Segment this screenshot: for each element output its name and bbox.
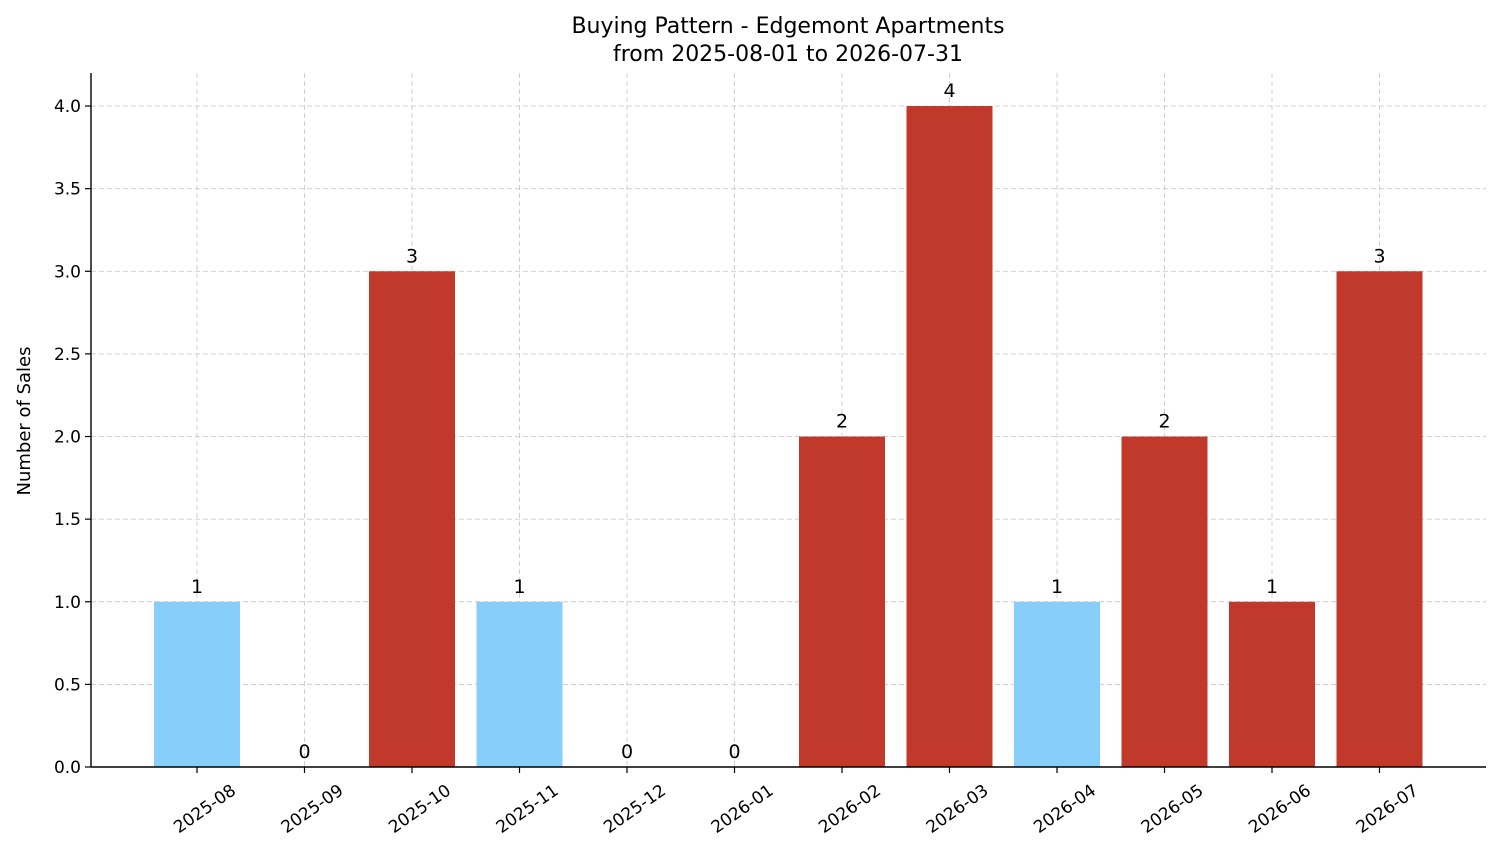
bar-2025-10: [369, 271, 455, 767]
x-tick-label: 2025-10: [385, 781, 455, 838]
bar-2025-08: [154, 601, 240, 767]
data-label: 1: [1051, 576, 1063, 598]
x-tick-label: 2025-08: [170, 781, 240, 838]
y-tick-label: 0.5: [54, 675, 81, 695]
data-label: 1: [513, 576, 525, 598]
data-label: 4: [943, 80, 955, 102]
x-tick-label: 2025-11: [493, 781, 563, 838]
data-label: 0: [298, 741, 310, 763]
bars-layer: [154, 106, 1423, 768]
data-label: 3: [1373, 245, 1385, 267]
grid-layer: [91, 73, 1486, 768]
y-tick-label: 0.0: [54, 758, 81, 778]
x-tick-label: 2026-07: [1353, 781, 1423, 838]
data-label: 1: [191, 576, 203, 598]
chart-subtitle: from 2025-08-01 to 2026-07-31: [613, 42, 963, 67]
x-tick-label: 2025-09: [278, 781, 348, 838]
x-tick-label: 2026-06: [1245, 781, 1315, 838]
x-tick-label: 2026-01: [708, 781, 778, 838]
y-tick-label: 3.5: [54, 180, 81, 200]
y-tick-label: 1.0: [54, 593, 81, 613]
data-label: 1: [1266, 576, 1278, 598]
x-tick-label: 2025-12: [600, 781, 670, 838]
x-tick-label: 2026-02: [815, 781, 885, 838]
bar-2026-04: [1014, 601, 1100, 767]
data-labels-layer: 1 0 3 1 0 0 2 4 1 2 1 3: [191, 80, 1386, 763]
x-tick-label: 2026-05: [1138, 781, 1208, 838]
x-ticks-layer: 2025-08 2025-09 2025-10 2025-11 2025-12 2026-…: [170, 767, 1422, 838]
y-ticks-layer: 0.0 0.5 1.0 1.5 2.0 2.5 3.0 3.5 4.0: [54, 97, 91, 778]
y-tick-label: 3.0: [54, 262, 81, 282]
y-tick-label: 2.5: [54, 345, 81, 365]
y-axis-label: Number of Sales: [14, 346, 35, 495]
chart-title: Buying Pattern - Edgemont Apartments: [571, 14, 1004, 39]
bar-2026-03: [906, 106, 993, 768]
bar-2025-11: [476, 601, 563, 767]
data-label: 0: [728, 741, 740, 763]
data-label: 3: [406, 245, 418, 267]
y-tick-label: 2.0: [54, 428, 81, 448]
data-label: 0: [621, 741, 633, 763]
bar-2026-07: [1336, 271, 1423, 767]
y-tick-label: 1.5: [54, 510, 81, 530]
x-tick-label: 2026-04: [1030, 781, 1100, 838]
bar-2026-06: [1229, 601, 1315, 767]
bar-2026-02: [799, 436, 885, 767]
x-tick-label: 2026-03: [923, 781, 993, 838]
y-tick-label: 4.0: [54, 97, 81, 117]
data-label: 2: [836, 411, 848, 433]
bar-2026-05: [1121, 436, 1208, 767]
data-label: 2: [1158, 411, 1170, 433]
